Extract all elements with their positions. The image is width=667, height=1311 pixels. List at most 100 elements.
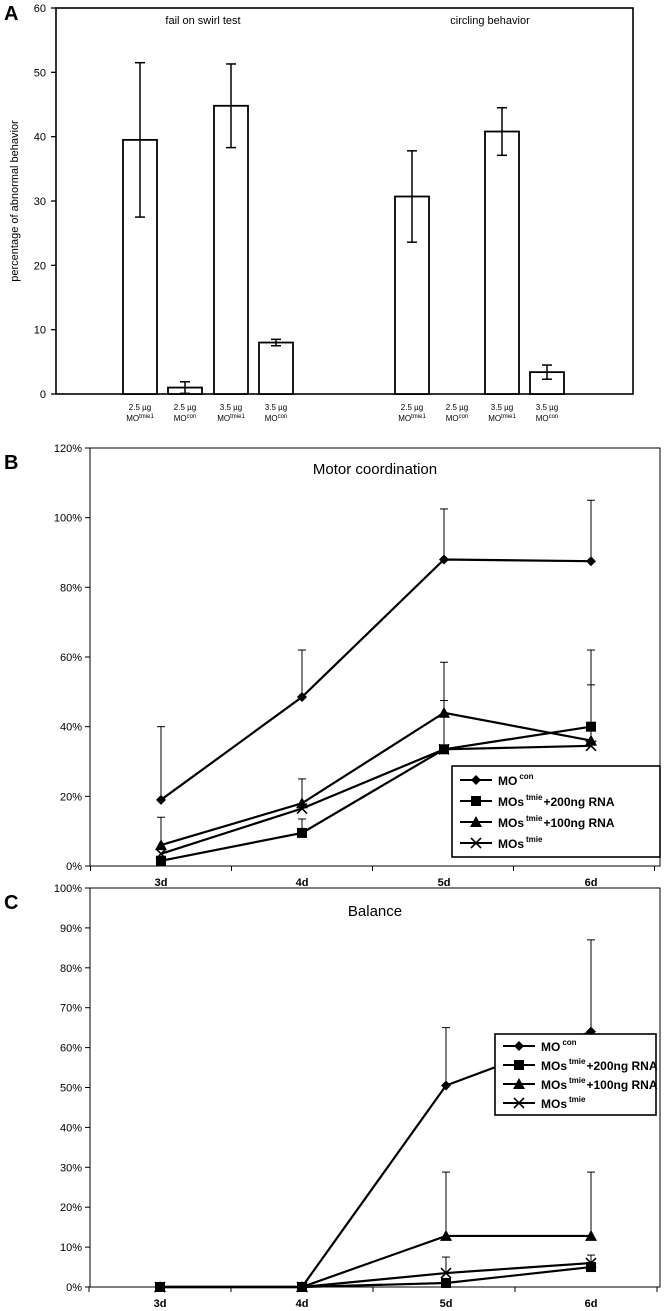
y-tick-label: 40% xyxy=(60,1122,82,1134)
legend-label: MO con xyxy=(498,772,534,788)
legend-item: MOs tmie+200ng RNA xyxy=(503,1057,658,1073)
series-line xyxy=(160,744,592,855)
bar-dose-label: 2.5 µg xyxy=(401,403,423,412)
group-title: fail on swirl test xyxy=(165,15,240,27)
legend-label: MOs tmie xyxy=(541,1095,586,1111)
diamond-marker xyxy=(156,794,166,805)
x-marker xyxy=(470,837,482,849)
legend-suffix: +200ng RNA xyxy=(543,795,614,809)
bar-mo-name: MO xyxy=(398,414,411,423)
legend-item: MO con xyxy=(460,772,534,788)
bar-mo-name: MO xyxy=(265,414,278,423)
y-tick-label: 50% xyxy=(60,1083,82,1095)
diamond-marker xyxy=(471,775,481,785)
y-tick-label: 60 xyxy=(34,3,46,15)
square-marker xyxy=(156,855,166,866)
legend-name: MOs xyxy=(541,1097,567,1111)
series-3 xyxy=(154,1254,597,1293)
bar-mo-label: MOtmie1 xyxy=(398,414,426,423)
y-tick-label: 50 xyxy=(34,67,46,79)
triangle-marker xyxy=(440,1229,452,1241)
legend-sup: tmie xyxy=(569,1095,586,1104)
y-tick-label: 40 xyxy=(34,132,46,144)
series-line xyxy=(160,1261,592,1289)
legend-sup: tmie xyxy=(569,1057,586,1066)
legend-item: MOs tmie+200ng RNA xyxy=(460,793,615,809)
y-axis-label: percentage of abnormal behavior xyxy=(9,120,21,282)
y-tick-label: 60% xyxy=(60,652,82,664)
y-tick-label: 20% xyxy=(60,1202,82,1214)
bar-mo-sup: con xyxy=(187,414,197,420)
y-tick-label: 0 xyxy=(40,389,46,401)
legend-item: MO con xyxy=(503,1038,577,1054)
legend-name: MO xyxy=(541,1040,560,1054)
y-tick-label: 30 xyxy=(34,196,46,208)
square-marker xyxy=(514,1060,524,1070)
bar-mo-name: MO xyxy=(126,414,139,423)
bar-mo-sup: tmie1 xyxy=(230,414,245,420)
legend-suffix: +100ng RNA xyxy=(543,816,614,830)
x-tick-label: 4d xyxy=(296,877,309,889)
legend-item: MOs tmie+100ng RNA xyxy=(460,814,615,830)
x-tick-label: 6d xyxy=(585,1298,598,1310)
square-marker xyxy=(471,796,481,806)
x-marker xyxy=(438,743,450,755)
bar-dose-label: 3.5 µg xyxy=(220,403,242,412)
bar-mo-sup: con xyxy=(549,414,559,420)
legend-item: MOs tmie xyxy=(503,1095,586,1111)
y-tick-label: 30% xyxy=(60,1162,82,1174)
legend-item: MOs tmie xyxy=(460,835,543,851)
legend-name: MOs xyxy=(541,1078,567,1092)
legend-sup: con xyxy=(519,772,533,781)
bar-mo-name: MO xyxy=(174,414,187,423)
square-marker xyxy=(586,1262,596,1273)
bar-mo-sup: con xyxy=(278,414,288,420)
triangle-marker xyxy=(513,1078,525,1089)
x-marker xyxy=(296,802,308,815)
series-line xyxy=(160,711,592,847)
legend-label: MOs tmie+100ng RNA xyxy=(498,814,615,830)
square-marker xyxy=(297,827,307,838)
x-marker xyxy=(513,1097,525,1109)
x-marker xyxy=(296,1281,308,1293)
series-0 xyxy=(156,499,596,805)
series-0 xyxy=(155,939,596,1292)
legend-suffix: +200ng RNA xyxy=(586,1059,657,1073)
x-tick-label: 3d xyxy=(154,1298,167,1310)
x-marker xyxy=(440,1267,452,1279)
chart-title: Motor coordination xyxy=(313,461,437,478)
y-tick-label: 70% xyxy=(60,1003,82,1015)
x-tick-label: 3d xyxy=(155,877,168,889)
bar xyxy=(213,104,249,395)
y-tick-label: 80% xyxy=(60,963,82,975)
panel-c: C Balance 0% 10% 20% 30% 40% 50% 60% 70% 80% 90% 100… xyxy=(4,883,661,1310)
diamond-marker xyxy=(297,692,307,703)
y-tick-label: 10% xyxy=(60,1242,82,1254)
bar-dose-label: 2.5 µg xyxy=(446,403,468,412)
y-tick-label: 0% xyxy=(66,1282,82,1294)
legend-sup: tmie xyxy=(526,793,543,802)
legend-suffix: +100ng RNA xyxy=(586,1078,657,1092)
series-line xyxy=(160,558,592,801)
y-tick-label: 100% xyxy=(54,883,82,895)
bar-mo-sup: tmie1 xyxy=(411,414,426,420)
bar xyxy=(484,130,520,395)
legend-label: MOs tmie+200ng RNA xyxy=(541,1057,658,1073)
y-tick-label: 0% xyxy=(66,861,82,873)
legend-name: MOs xyxy=(498,816,524,830)
bar-mo-label: MOtmie1 xyxy=(126,414,154,423)
bar-mo-label: MOcon xyxy=(265,414,288,423)
y-tick-label: 90% xyxy=(60,923,82,935)
y-tick-label: 100% xyxy=(54,513,82,525)
panel-c-letter: C xyxy=(4,892,18,914)
legend-label: MOs tmie+100ng RNA xyxy=(541,1076,658,1092)
bar-mo-label: MOtmie1 xyxy=(488,414,516,423)
legend-name: MOs xyxy=(498,837,524,851)
x-tick-label: 5d xyxy=(438,877,451,889)
panel-a-letter: A xyxy=(4,3,18,25)
bar-mo-name: MO xyxy=(446,414,459,423)
series-line xyxy=(160,725,592,862)
